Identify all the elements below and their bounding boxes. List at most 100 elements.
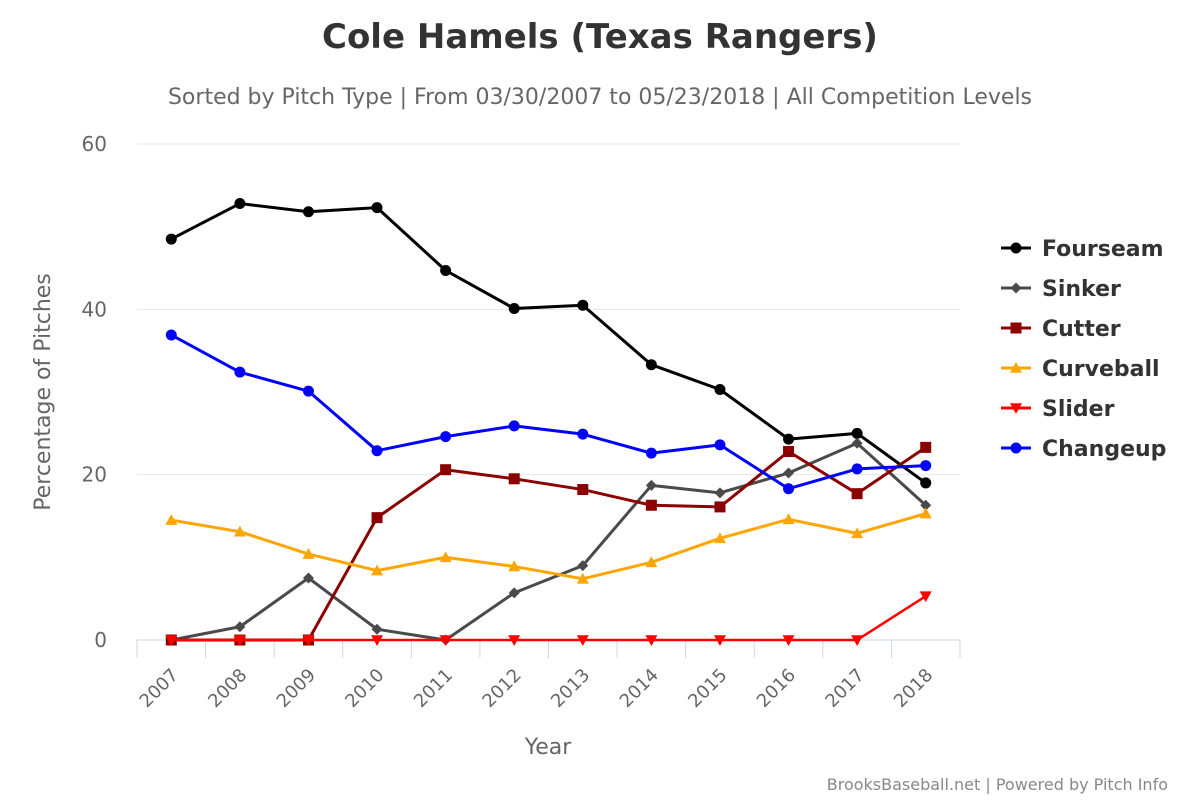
series-line[interactable] — [169, 333, 928, 491]
data-point[interactable] — [851, 427, 863, 439]
data-point[interactable] — [782, 513, 795, 525]
data-point[interactable] — [440, 464, 452, 476]
legend-item-curveball[interactable]: Curveball — [1001, 357, 1160, 382]
data-point[interactable] — [371, 445, 383, 457]
data-point[interactable] — [165, 329, 177, 341]
data-point[interactable] — [508, 560, 521, 572]
data-point[interactable] — [851, 437, 863, 449]
data-point[interactable] — [371, 635, 384, 646]
data-point[interactable] — [371, 623, 383, 635]
data-point[interactable] — [920, 477, 932, 489]
data-point[interactable] — [851, 527, 864, 539]
data-point[interactable] — [920, 499, 932, 511]
data-point[interactable] — [851, 488, 863, 500]
data-point[interactable] — [165, 635, 178, 646]
data-point[interactable] — [783, 446, 795, 458]
y-tick-label: 0 — [94, 628, 107, 652]
data-point[interactable] — [919, 507, 932, 519]
legend-label: Sinker — [1042, 277, 1121, 302]
y-tick-label: 60 — [82, 132, 107, 156]
data-point[interactable] — [439, 635, 452, 646]
data-point[interactable] — [783, 467, 795, 479]
data-point[interactable] — [919, 591, 932, 603]
legend-item-sinker[interactable]: Sinker — [1001, 277, 1121, 302]
data-point[interactable] — [371, 202, 383, 214]
data-point[interactable] — [165, 233, 177, 245]
data-point[interactable] — [439, 551, 452, 563]
data-point[interactable] — [714, 501, 726, 513]
legend-marker — [1010, 282, 1022, 294]
data-point[interactable] — [645, 359, 657, 371]
x-tick-label: 2009 — [273, 665, 320, 712]
series-changeup — [165, 329, 932, 495]
y-tick-label: 20 — [82, 463, 107, 487]
data-point[interactable] — [576, 572, 589, 584]
series-group — [165, 198, 932, 646]
series-slider — [165, 591, 932, 646]
data-point[interactable] — [440, 264, 452, 276]
series-line[interactable] — [170, 594, 927, 642]
x-tick-label: 2010 — [341, 665, 388, 712]
data-point[interactable] — [645, 499, 657, 511]
legend-marker — [1010, 442, 1022, 454]
data-point[interactable] — [233, 635, 246, 646]
data-point[interactable] — [302, 206, 314, 218]
data-point[interactable] — [508, 303, 520, 315]
data-point[interactable] — [508, 420, 520, 432]
legend-marker — [1010, 403, 1022, 414]
legend-item-slider[interactable]: Slider — [1001, 397, 1115, 422]
x-tick-label: 2017 — [821, 665, 868, 712]
data-point[interactable] — [508, 587, 520, 599]
data-point[interactable] — [782, 635, 795, 646]
data-point[interactable] — [577, 299, 589, 311]
data-point[interactable] — [645, 556, 658, 568]
data-point[interactable] — [714, 384, 726, 396]
legend-item-cutter[interactable]: Cutter — [1001, 317, 1121, 342]
data-point[interactable] — [302, 635, 315, 646]
series-line[interactable] — [169, 512, 928, 581]
data-point[interactable] — [234, 198, 246, 210]
data-point[interactable] — [713, 635, 726, 646]
data-point[interactable] — [508, 635, 521, 646]
legend-item-fourseam[interactable]: Fourseam — [1001, 237, 1164, 262]
data-point[interactable] — [920, 460, 932, 472]
data-point[interactable] — [234, 366, 246, 378]
data-point[interactable] — [645, 447, 657, 459]
data-point[interactable] — [783, 433, 795, 445]
data-point[interactable] — [165, 514, 178, 525]
legend-item-changeup[interactable]: Changeup — [1001, 437, 1166, 462]
x-tick-label: 2013 — [547, 665, 594, 712]
series-line[interactable] — [169, 445, 928, 642]
data-point[interactable] — [302, 572, 314, 584]
series-line[interactable] — [169, 202, 928, 485]
data-point[interactable] — [371, 564, 384, 576]
legend-label: Changeup — [1042, 437, 1166, 462]
x-tick-label: 2018 — [890, 665, 937, 712]
data-point[interactable] — [371, 512, 383, 524]
data-point[interactable] — [508, 473, 520, 485]
x-tick-label: 2016 — [753, 665, 800, 712]
data-point[interactable] — [783, 483, 795, 495]
y-axis-title: Percentage of Pitches — [31, 273, 56, 511]
data-point[interactable] — [713, 532, 726, 544]
data-point[interactable] — [234, 621, 246, 633]
data-point[interactable] — [233, 525, 246, 537]
x-axis: 2007 2008 2009 2010 2011 2012 2013 2014 2015 2016… — [136, 639, 961, 712]
data-point[interactable] — [851, 463, 863, 475]
data-point[interactable] — [577, 560, 589, 572]
series-line[interactable] — [169, 441, 928, 642]
data-point[interactable] — [302, 385, 314, 397]
data-point[interactable] — [645, 479, 657, 491]
data-point[interactable] — [714, 439, 726, 451]
data-point[interactable] — [577, 484, 589, 496]
data-point[interactable] — [714, 487, 726, 499]
data-point[interactable] — [851, 635, 864, 646]
data-point[interactable] — [577, 428, 589, 440]
data-point[interactable] — [920, 441, 932, 453]
data-point[interactable] — [302, 548, 315, 559]
credits-text[interactable]: BrooksBaseball.net | Powered by Pitch In… — [827, 775, 1168, 794]
data-point[interactable] — [576, 635, 589, 646]
data-point[interactable] — [645, 635, 658, 646]
series-sinker — [165, 437, 932, 646]
data-point[interactable] — [440, 431, 452, 443]
